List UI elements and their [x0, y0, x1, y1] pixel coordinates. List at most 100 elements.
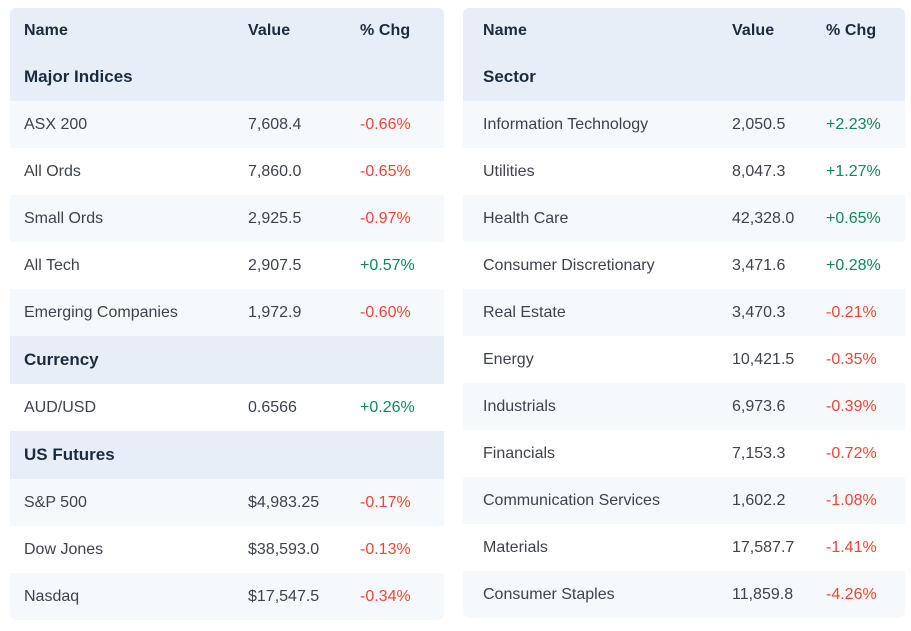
table-row: Communication Services 1,602.2 -1.08%	[463, 477, 905, 524]
table-row: Consumer Staples 11,859.8 -4.26%	[463, 571, 905, 618]
table-row: Financials 7,153.3 -0.72%	[463, 430, 905, 477]
column-header-value: Value	[732, 21, 775, 39]
table-body: Major Indices ASX 200 7,608.4 -0.66% All Ord…	[10, 53, 444, 620]
column-header-pct-chg: % Chg	[826, 21, 877, 39]
table-row: S&P 500 $4,983.25 -0.17%	[10, 479, 444, 526]
instrument-value: 0.6566	[248, 398, 297, 416]
instrument-name: All Tech	[24, 256, 80, 274]
instrument-pct-change: -0.66%	[360, 115, 411, 133]
instrument-pct-change: -0.39%	[826, 397, 877, 415]
instrument-pct-change: -0.60%	[360, 303, 411, 321]
instrument-name: Small Ords	[24, 209, 104, 227]
table-row: Nasdaq $17,547.5 -0.34%	[10, 573, 444, 620]
column-header-row: Name Value % Chg	[10, 8, 444, 53]
instrument-value: 1,972.9	[248, 303, 302, 321]
indices-futures-table: Name Value % Chg Major Indices ASX 200 7,6…	[10, 8, 444, 620]
section-header-row: Currency	[10, 336, 444, 384]
table-row: All Ords 7,860.0 -0.65%	[10, 148, 444, 195]
instrument-value: 8,047.3	[732, 162, 786, 180]
instrument-pct-change: -0.21%	[826, 303, 877, 321]
instrument-name: Consumer Discretionary	[483, 256, 655, 274]
instrument-pct-change: -0.97%	[360, 209, 411, 227]
instrument-value: 2,050.5	[732, 115, 786, 133]
instrument-value: 1,602.2	[732, 491, 786, 509]
instrument-value: 2,925.5	[248, 209, 302, 227]
instrument-pct-change: -0.34%	[360, 587, 411, 605]
instrument-name: Real Estate	[483, 303, 566, 321]
section-header-row: US Futures	[10, 431, 444, 479]
section-title: Major Indices	[24, 67, 133, 86]
section-header-row: Sector	[463, 53, 905, 101]
instrument-value: 7,608.4	[248, 115, 302, 133]
instrument-pct-change: +0.57%	[360, 256, 415, 274]
instrument-name: AUD/USD	[24, 398, 97, 416]
instrument-pct-change: +1.27%	[826, 162, 881, 180]
table-row: Real Estate 3,470.3 -0.21%	[463, 289, 905, 336]
section-title: Sector	[483, 67, 536, 86]
column-header-name: Name	[24, 21, 68, 39]
table-row: Dow Jones $38,593.0 -0.13%	[10, 526, 444, 573]
instrument-pct-change: -0.72%	[826, 444, 877, 462]
column-header-value: Value	[248, 21, 291, 39]
instrument-pct-change: -4.26%	[826, 585, 877, 603]
column-header-pct-chg: % Chg	[360, 21, 411, 39]
sector-table: Name Value % Chg Sector Information Techn…	[463, 8, 905, 618]
instrument-value: 11,859.8	[732, 585, 794, 603]
table-row: Small Ords 2,925.5 -0.97%	[10, 195, 444, 242]
instrument-name: Financials	[483, 444, 556, 462]
instrument-pct-change: -0.35%	[826, 350, 877, 368]
table-row: Industrials 6,973.6 -0.39%	[463, 383, 905, 430]
instrument-value: $38,593.0	[248, 540, 320, 558]
instrument-name: Industrials	[483, 397, 556, 415]
table-row: All Tech 2,907.5 +0.57%	[10, 242, 444, 289]
instrument-value: 6,973.6	[732, 397, 786, 415]
table-row: Health Care 42,328.0 +0.65%	[463, 195, 905, 242]
instrument-pct-change: -0.65%	[360, 162, 411, 180]
instrument-pct-change: +0.26%	[360, 398, 415, 416]
instrument-pct-change: -0.17%	[360, 493, 411, 511]
instrument-pct-change: +2.23%	[826, 115, 881, 133]
section-title: US Futures	[24, 445, 115, 464]
instrument-value: 3,471.6	[732, 256, 786, 274]
instrument-value: 17,587.7	[732, 538, 795, 556]
instrument-value: 10,421.5	[732, 350, 795, 368]
instrument-value: $17,547.5	[248, 587, 320, 605]
instrument-name: All Ords	[24, 162, 81, 180]
table-row: Energy 10,421.5 -0.35%	[463, 336, 905, 383]
instrument-name: ASX 200	[24, 115, 88, 133]
instrument-name: Nasdaq	[24, 587, 80, 605]
instrument-value: 7,860.0	[248, 162, 302, 180]
table-row: AUD/USD 0.6566 +0.26%	[10, 384, 444, 431]
instrument-name: Materials	[483, 538, 548, 556]
table-body: Sector Information Technology 2,050.5 +2.23…	[463, 53, 905, 618]
column-header-name: Name	[483, 21, 527, 39]
instrument-value: 7,153.3	[732, 444, 786, 462]
instrument-name: Dow Jones	[24, 540, 104, 558]
table-row: Materials 17,587.7 -1.41%	[463, 524, 905, 571]
instrument-name: Information Technology	[483, 115, 649, 133]
instrument-name: Communication Services	[483, 491, 660, 509]
column-header-row: Name Value % Chg	[463, 8, 905, 53]
instrument-name: Energy	[483, 350, 534, 368]
table-row: Consumer Discretionary 3,471.6 +0.28%	[463, 242, 905, 289]
section-header-row: Major Indices	[10, 53, 444, 101]
table-row: Information Technology 2,050.5 +2.23%	[463, 101, 905, 148]
section-title: Currency	[24, 350, 99, 369]
table-row: Emerging Companies 1,972.9 -0.60%	[10, 289, 444, 336]
instrument-pct-change: +0.65%	[826, 209, 881, 227]
instrument-name: Utilities	[483, 162, 535, 180]
instrument-value: 3,470.3	[732, 303, 786, 321]
instrument-pct-change: -1.41%	[826, 538, 877, 556]
instrument-pct-change: -0.13%	[360, 540, 411, 558]
instrument-name: Consumer Staples	[483, 585, 615, 603]
instrument-value: 42,328.0	[732, 209, 795, 227]
instrument-name: Emerging Companies	[24, 303, 178, 321]
instrument-pct-change: +0.28%	[826, 256, 881, 274]
instrument-value: $4,983.25	[248, 493, 320, 511]
table-row: Utilities 8,047.3 +1.27%	[463, 148, 905, 195]
table-row: ASX 200 7,608.4 -0.66%	[10, 101, 444, 148]
instrument-name: S&P 500	[24, 493, 87, 511]
instrument-pct-change: -1.08%	[826, 491, 877, 509]
instrument-value: 2,907.5	[248, 256, 302, 274]
